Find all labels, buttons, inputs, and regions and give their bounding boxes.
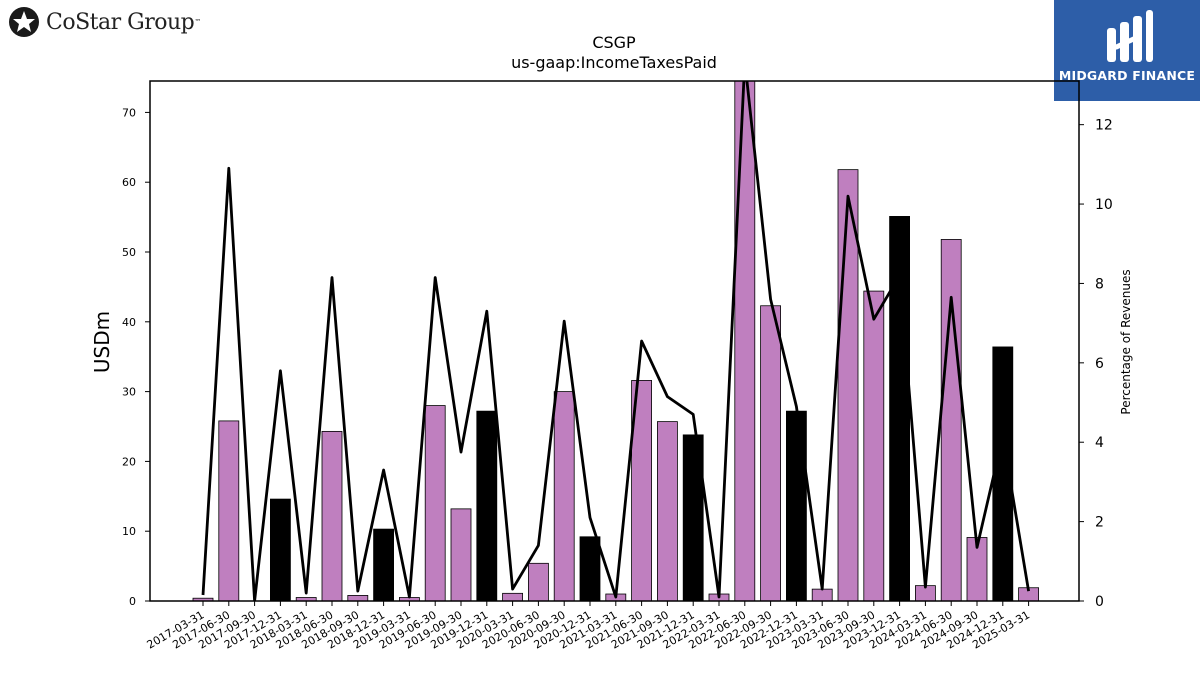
y-tick-label: 10 (122, 525, 136, 538)
bar (373, 528, 395, 602)
y2-tick-label: 12 (1095, 118, 1113, 134)
y-axis-ticks: 0 10 20 30 40 50 60 70 (122, 106, 150, 608)
y-axis-label: USDm (90, 311, 114, 373)
chart-subtitle: us-gaap:IncomeTaxesPaid (511, 53, 717, 72)
chart-title: CSGP (592, 33, 636, 52)
star-logo-icon (9, 7, 39, 37)
bar (811, 588, 833, 602)
y2-tick-label: 8 (1095, 276, 1104, 292)
badge-label: MIDGARD FINANCE (1058, 68, 1196, 83)
bar (424, 405, 446, 602)
company-logo-text: CoStar Group (46, 9, 195, 35)
bar (269, 498, 291, 602)
y-tick-label: 60 (122, 176, 136, 189)
company-logo: CoStar Group ™ (8, 6, 201, 38)
line-series (201, 81, 1030, 601)
bar (889, 216, 910, 602)
y2-axis-ticks: 0 2 4 6 8 10 12 (1079, 118, 1113, 610)
bar (734, 80, 756, 602)
bar (476, 410, 498, 602)
y-tick-label: 30 (122, 386, 136, 399)
y2-tick-label: 2 (1095, 515, 1104, 531)
y2-axis-label: Percentage of Revenues (1119, 269, 1133, 414)
trademark-symbol: ™ (194, 18, 202, 26)
y-tick-label: 40 (122, 316, 136, 329)
bar (657, 421, 678, 602)
x-axis-ticks: 2017-03-312017-06-302017-09-302017-12-31… (145, 601, 1032, 652)
y2-tick-label: 0 (1095, 594, 1104, 610)
bar (450, 508, 472, 602)
y2-tick-label: 6 (1095, 356, 1104, 372)
bar (579, 536, 601, 602)
bar (786, 410, 807, 602)
bar (218, 420, 240, 602)
bar (528, 562, 549, 602)
bar (347, 595, 369, 602)
y2-tick-label: 4 (1095, 435, 1104, 451)
y2-tick-label: 10 (1095, 197, 1113, 213)
bar (940, 239, 962, 602)
y-tick-label: 0 (129, 595, 136, 608)
midgard-logo-icon (1107, 10, 1153, 62)
y-tick-label: 50 (122, 246, 136, 259)
percentage-line (201, 81, 1030, 601)
bar (863, 290, 885, 602)
bar (553, 391, 575, 602)
midgard-finance-badge: MIDGARD FINANCE (1054, 0, 1200, 101)
bar (321, 430, 343, 602)
bar (502, 592, 524, 602)
bar (760, 305, 781, 602)
y-tick-label: 70 (122, 106, 136, 119)
bar-series (192, 80, 1039, 602)
y-tick-label: 20 (122, 455, 136, 468)
plot-frame (149, 80, 1080, 602)
